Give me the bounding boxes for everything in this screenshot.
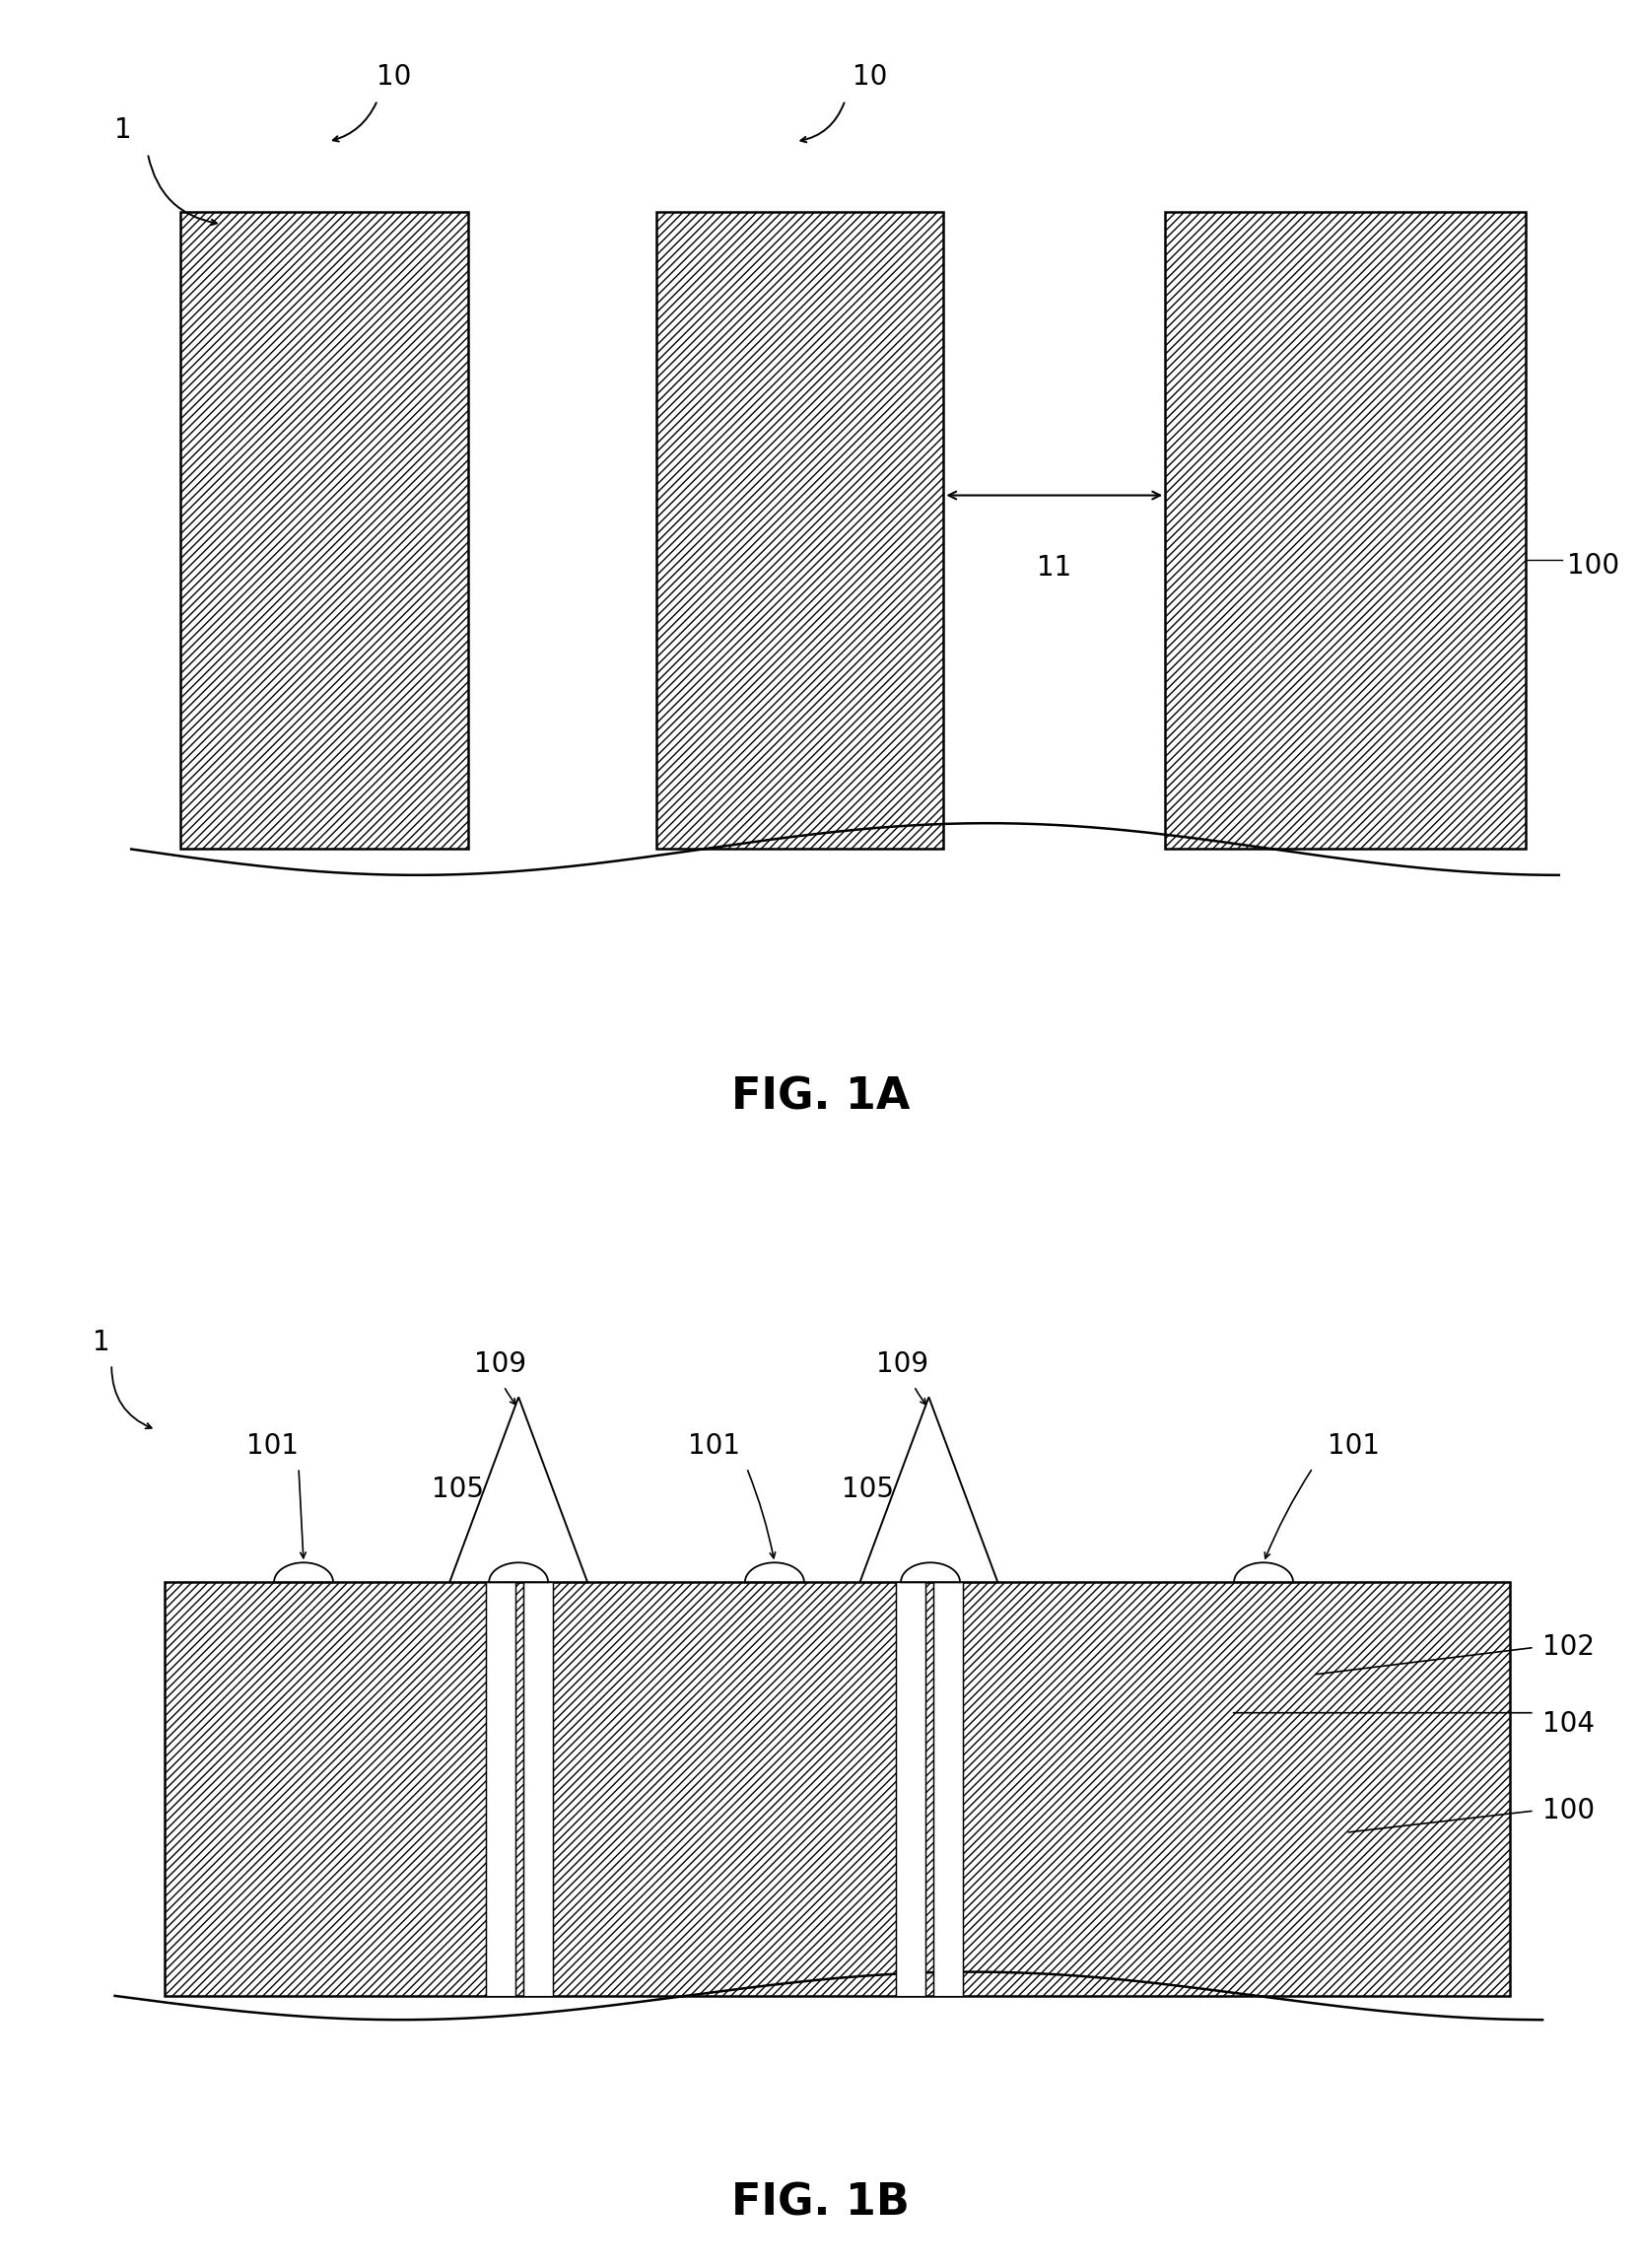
Bar [933,1583,963,1996]
Text: FIG. 1B: FIG. 1B [731,2182,909,2225]
Text: FIG. 1A: FIG. 1A [731,1075,909,1118]
Text: 10: 10 [851,64,887,91]
Bar [485,1583,515,1996]
Text: 101: 101 [687,1433,740,1461]
Text: 1: 1 [115,116,131,143]
Text: 10: 10 [376,64,412,91]
Bar [523,1583,553,1996]
Text: 100: 100 [1566,553,1619,581]
Text: 101: 101 [1327,1433,1379,1461]
Bar [164,1583,1509,1996]
Text: 109: 109 [876,1352,928,1379]
Text: 101: 101 [246,1433,298,1461]
Bar [656,213,943,848]
Text: 11: 11 [1036,553,1071,583]
Bar [180,213,467,848]
Bar [1164,213,1525,848]
Text: 109: 109 [474,1352,526,1379]
Text: 105: 105 [431,1476,484,1504]
Text: 1: 1 [93,1329,110,1356]
Polygon shape [859,1397,997,1583]
Text: 100: 100 [1542,1796,1594,1823]
Polygon shape [449,1397,587,1583]
Text: 102: 102 [1542,1633,1594,1660]
Bar [895,1583,925,1996]
Text: 105: 105 [841,1476,894,1504]
Text: 104: 104 [1542,1710,1594,1737]
